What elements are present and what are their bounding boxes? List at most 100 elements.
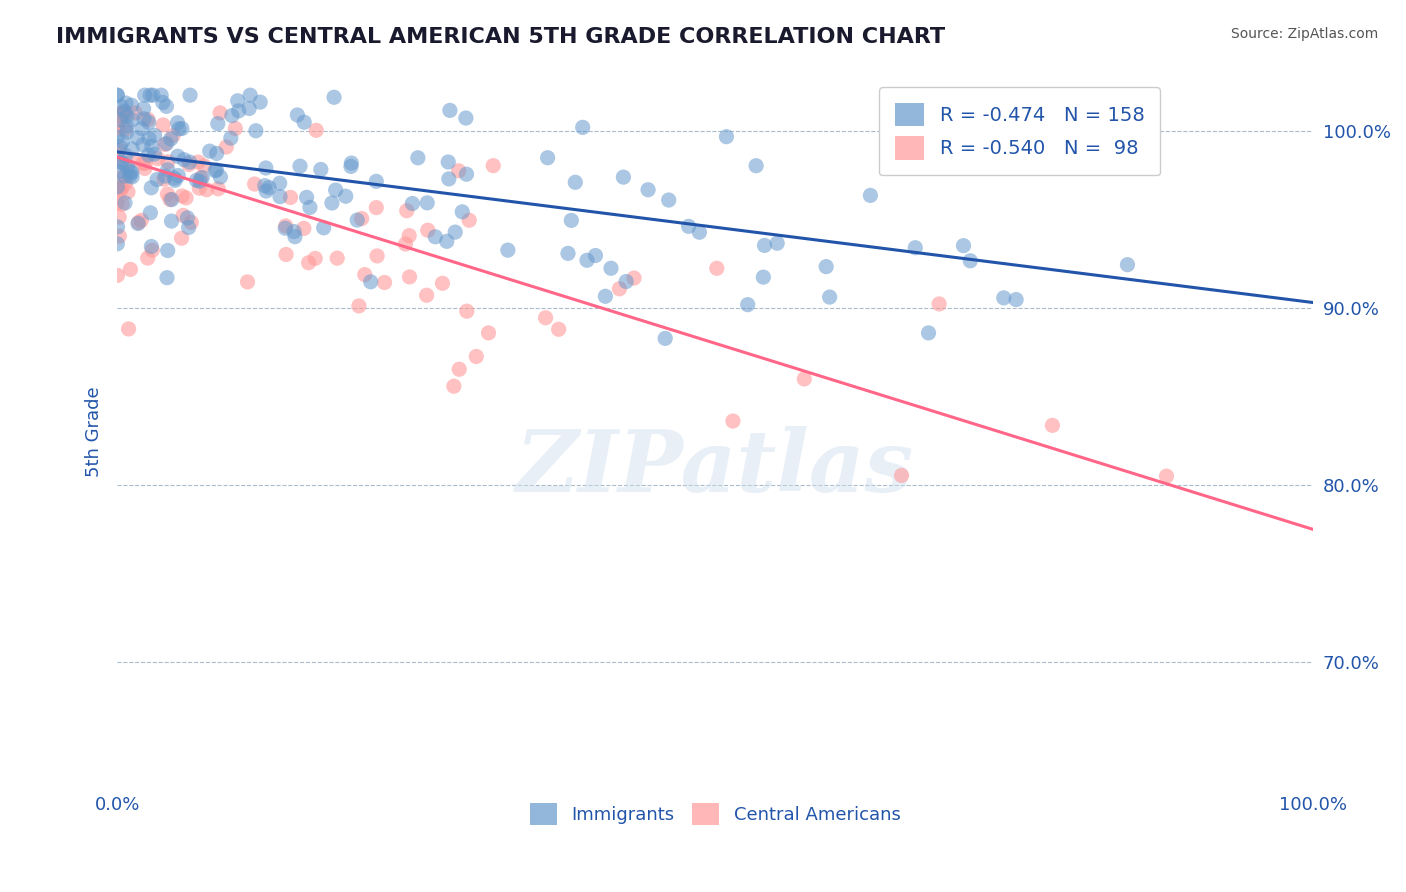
- Central Americans: [111, 106, 134, 120]
- Immigrants: [456, 167, 478, 181]
- Central Americans: [107, 143, 129, 157]
- Central Americans: [170, 189, 193, 203]
- Central Americans: [304, 252, 326, 266]
- Y-axis label: 5th Grade: 5th Grade: [86, 386, 103, 477]
- Central Americans: [215, 140, 238, 154]
- Immigrants: [269, 189, 291, 203]
- Immigrants: [163, 171, 186, 186]
- Immigrants: [340, 160, 363, 174]
- Central Americans: [209, 106, 232, 120]
- Central Americans: [105, 121, 128, 136]
- Immigrants: [198, 144, 221, 158]
- Central Americans: [477, 326, 499, 340]
- Immigrants: [179, 155, 201, 169]
- Central Americans: [117, 322, 139, 336]
- Central Americans: [297, 256, 319, 270]
- Central Americans: [112, 156, 135, 170]
- Immigrants: [557, 246, 579, 260]
- Central Americans: [623, 271, 645, 285]
- Immigrants: [298, 200, 321, 214]
- Immigrants: [131, 121, 153, 136]
- Central Americans: [721, 414, 744, 428]
- Central Americans: [890, 468, 912, 483]
- Immigrants: [132, 112, 155, 126]
- Immigrants: [658, 193, 681, 207]
- Immigrants: [323, 90, 346, 104]
- Immigrants: [406, 151, 429, 165]
- Immigrants: [321, 196, 343, 211]
- Central Americans: [416, 223, 439, 237]
- Immigrants: [114, 96, 136, 111]
- Immigrants: [1116, 258, 1139, 272]
- Central Americans: [105, 196, 128, 211]
- Immigrants: [269, 176, 291, 190]
- Immigrants: [205, 146, 228, 161]
- Immigrants: [173, 153, 195, 167]
- Immigrants: [150, 88, 173, 103]
- Immigrants: [439, 103, 461, 118]
- Central Americans: [482, 159, 505, 173]
- Central Americans: [134, 156, 156, 170]
- Immigrants: [156, 270, 179, 285]
- Central Americans: [1156, 469, 1178, 483]
- Immigrants: [766, 236, 789, 251]
- Immigrants: [575, 253, 598, 268]
- Immigrants: [112, 104, 135, 119]
- Immigrants: [571, 120, 593, 135]
- Immigrants: [138, 131, 160, 145]
- Central Americans: [456, 304, 478, 318]
- Immigrants: [752, 270, 775, 285]
- Central Americans: [447, 163, 470, 178]
- Immigrants: [416, 195, 439, 210]
- Immigrants: [105, 236, 128, 251]
- Immigrants: [110, 155, 132, 169]
- Immigrants: [564, 175, 586, 189]
- Immigrants: [105, 88, 128, 103]
- Central Americans: [443, 379, 465, 393]
- Central Americans: [350, 211, 373, 226]
- Immigrants: [288, 159, 311, 173]
- Central Americans: [449, 362, 471, 376]
- Central Americans: [928, 297, 950, 311]
- Immigrants: [425, 229, 447, 244]
- Immigrants: [121, 165, 143, 179]
- Immigrants: [141, 181, 163, 195]
- Central Americans: [162, 128, 184, 143]
- Central Americans: [395, 203, 418, 218]
- Immigrants: [186, 173, 208, 187]
- Immigrants: [737, 298, 759, 312]
- Immigrants: [170, 121, 193, 136]
- Central Americans: [793, 372, 815, 386]
- Immigrants: [585, 248, 607, 262]
- Immigrants: [155, 169, 177, 183]
- Immigrants: [226, 94, 249, 108]
- Immigrants: [309, 162, 332, 177]
- Immigrants: [536, 151, 558, 165]
- Text: IMMIGRANTS VS CENTRAL AMERICAN 5TH GRADE CORRELATION CHART: IMMIGRANTS VS CENTRAL AMERICAN 5TH GRADE…: [56, 27, 945, 46]
- Immigrants: [238, 102, 260, 116]
- Immigrants: [346, 213, 368, 227]
- Immigrants: [207, 117, 229, 131]
- Central Americans: [188, 181, 211, 195]
- Immigrants: [159, 132, 181, 146]
- Immigrants: [108, 165, 131, 179]
- Central Americans: [108, 229, 131, 244]
- Central Americans: [114, 122, 136, 136]
- Immigrants: [637, 183, 659, 197]
- Central Americans: [547, 322, 569, 336]
- Immigrants: [444, 225, 467, 239]
- Central Americans: [180, 215, 202, 229]
- Immigrants: [141, 239, 163, 253]
- Immigrants: [904, 241, 927, 255]
- Immigrants: [110, 99, 132, 113]
- Immigrants: [152, 95, 174, 110]
- Immigrants: [221, 109, 243, 123]
- Immigrants: [114, 169, 136, 183]
- Central Americans: [136, 251, 159, 265]
- Immigrants: [287, 108, 309, 122]
- Central Americans: [105, 268, 128, 283]
- Immigrants: [283, 225, 305, 239]
- Central Americans: [153, 137, 176, 152]
- Immigrants: [560, 213, 582, 227]
- Central Americans: [172, 209, 194, 223]
